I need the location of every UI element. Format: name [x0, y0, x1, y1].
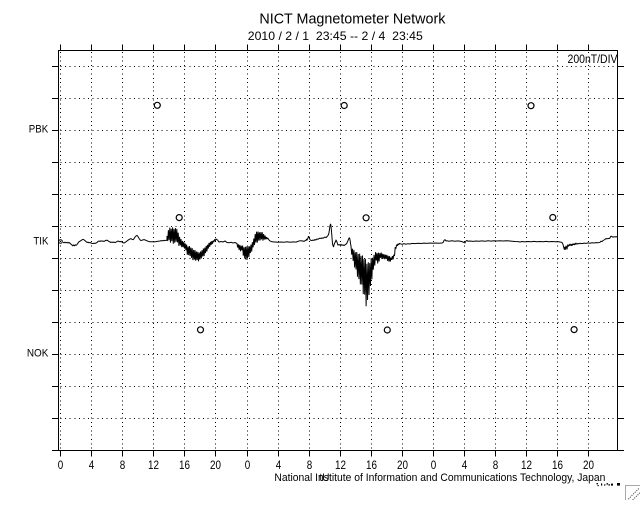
svg-text:8: 8 — [307, 458, 313, 472]
svg-text:4: 4 — [89, 458, 95, 472]
svg-text:12: 12 — [335, 458, 346, 472]
svg-text:PBK: PBK — [29, 124, 49, 136]
svg-text:8: 8 — [493, 458, 499, 472]
svg-text:4: 4 — [276, 458, 282, 472]
svg-text:12: 12 — [148, 458, 159, 472]
svg-text:12: 12 — [521, 458, 532, 472]
svg-text:TIK: TIK — [33, 236, 49, 248]
svg-text:4: 4 — [462, 458, 468, 472]
svg-text:16: 16 — [366, 458, 377, 472]
svg-text:16: 16 — [179, 458, 190, 472]
svg-text:0: 0 — [58, 458, 64, 472]
svg-text:20: 20 — [210, 458, 221, 472]
svg-text:200nT/DIV: 200nT/DIV — [568, 52, 618, 66]
svg-text:0: 0 — [245, 458, 251, 472]
svg-text:20: 20 — [583, 458, 594, 472]
svg-text:NICT Magnetometer Network: NICT Magnetometer Network — [259, 11, 445, 28]
svg-text:0: 0 — [431, 458, 437, 472]
svg-text:8: 8 — [120, 458, 126, 472]
svg-text:16: 16 — [552, 458, 563, 472]
svg-text:NOK: NOK — [27, 348, 49, 360]
svg-text:20: 20 — [397, 458, 408, 472]
svg-text:tU: tU — [320, 472, 330, 484]
svg-text:2010 / 2 / 1 23:45 -- 2 / 4: 2010 / 2 / 1 23:45 -- 2 / 4 23:45 — [248, 29, 423, 43]
